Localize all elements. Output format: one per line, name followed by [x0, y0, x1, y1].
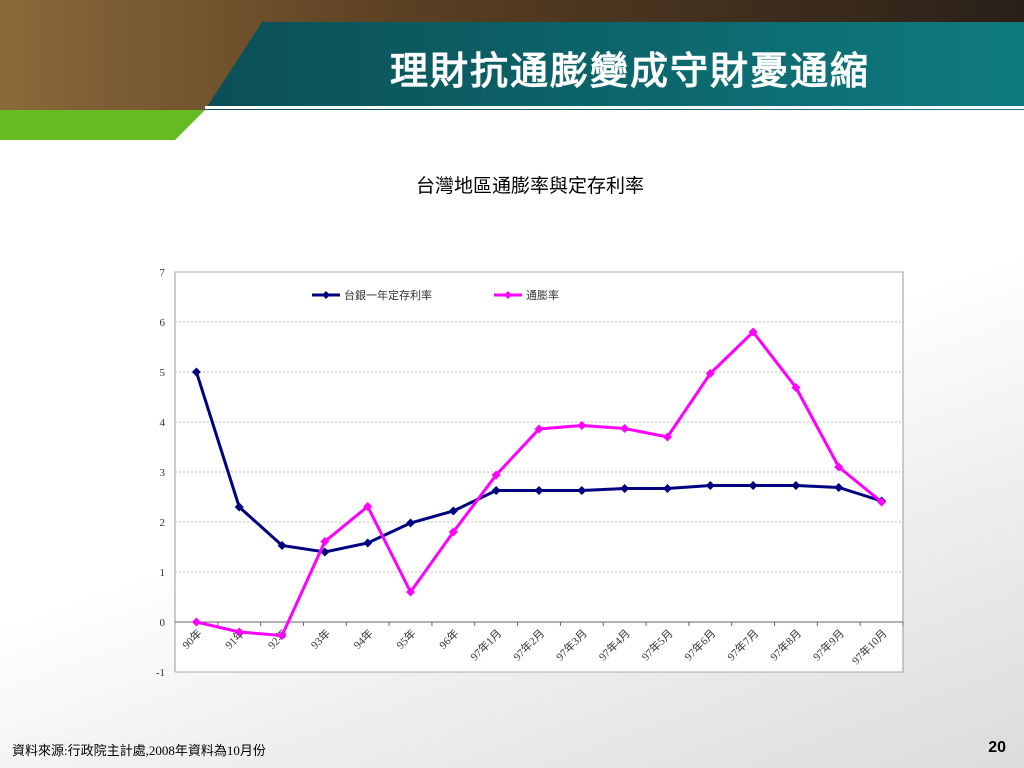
data-point	[577, 486, 587, 495]
y-tick-label: 3	[160, 467, 166, 479]
data-point	[791, 481, 801, 490]
y-tick-label: 2	[160, 517, 166, 529]
data-point	[277, 541, 287, 550]
legend-marker	[322, 291, 330, 299]
data-point	[705, 481, 715, 490]
data-point	[191, 367, 201, 377]
slide-title: 理財抗通膨變成守財憂通縮	[389, 51, 870, 93]
data-point	[448, 506, 458, 516]
legend-label: 台銀一年定存利率	[344, 288, 432, 302]
y-tick-label: 4	[160, 417, 166, 429]
data-point	[363, 538, 373, 548]
data-point	[534, 486, 544, 495]
data-point	[491, 470, 501, 480]
y-tick-label: 6	[160, 317, 166, 329]
data-point	[448, 527, 458, 537]
y-tick-label: 0	[160, 617, 166, 629]
data-point	[620, 424, 630, 433]
data-point	[748, 481, 758, 490]
data-point	[234, 502, 244, 512]
y-tick-label: 7	[160, 267, 166, 279]
data-point	[406, 518, 416, 528]
data-point	[620, 484, 630, 493]
data-point	[791, 383, 801, 392]
data-point	[534, 424, 544, 434]
data-point	[748, 327, 758, 337]
legend-marker	[504, 291, 512, 299]
data-point	[406, 587, 416, 597]
data-point	[877, 497, 887, 507]
data-point	[834, 483, 844, 492]
data-point	[491, 486, 501, 495]
y-tick-label: -1	[156, 667, 165, 679]
data-point	[662, 432, 672, 442]
page-number: 20	[988, 739, 1006, 756]
y-tick-label: 5	[160, 367, 166, 379]
data-point	[834, 462, 844, 472]
data-point	[363, 502, 373, 511]
data-point	[277, 631, 287, 640]
data-point	[577, 421, 587, 430]
y-tick-label: 1	[160, 567, 166, 579]
data-point	[191, 617, 201, 627]
source-note: 資料來源:行政院主計處,2008年資料為10月份	[12, 743, 266, 758]
data-point	[320, 537, 330, 546]
data-point	[705, 369, 715, 378]
data-point	[662, 484, 672, 493]
chart-title: 台灣地區通膨率與定存利率	[416, 175, 644, 197]
data-point	[234, 627, 244, 637]
legend-label: 通膨率	[526, 288, 559, 302]
header-bg	[0, 0, 1024, 140]
